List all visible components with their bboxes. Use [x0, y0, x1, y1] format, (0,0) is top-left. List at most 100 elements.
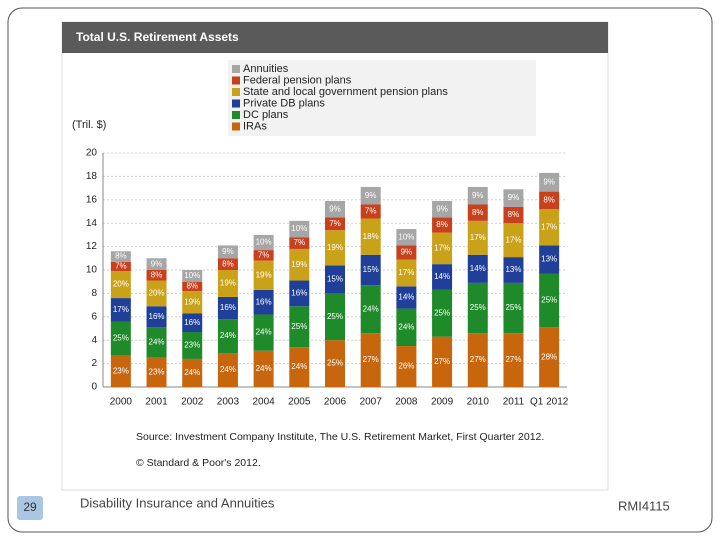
bar-segment: [182, 332, 203, 359]
bar-segment: [325, 217, 345, 231]
bar-segment: [289, 248, 310, 281]
share-label: 9%: [222, 247, 234, 256]
bar-segment: [289, 237, 310, 249]
bar-segment: [396, 346, 417, 387]
bar-segment: [432, 336, 453, 387]
bar-segment: [432, 264, 453, 290]
y-tick-label: 4: [91, 335, 97, 346]
bar-segment: [325, 293, 345, 341]
legend-swatch: [232, 76, 240, 85]
share-label: 10%: [291, 224, 307, 233]
bar-segment: [539, 209, 560, 246]
page-number-box: [17, 496, 43, 520]
bar-segment: [396, 245, 417, 260]
bar-segment: [503, 189, 524, 207]
share-label: 24%: [256, 328, 272, 337]
bar-segment: [325, 230, 345, 266]
bar-segment: [289, 280, 310, 307]
bar-segment: [396, 259, 417, 287]
x-tick-label: 2003: [217, 397, 240, 408]
share-label: 20%: [113, 280, 129, 289]
share-label: 27%: [505, 355, 521, 364]
bar-segment: [182, 313, 203, 333]
bar-segment: [253, 314, 274, 351]
share-label: 19%: [256, 270, 272, 279]
bar-segment: [467, 333, 488, 387]
bar-segment: [467, 282, 488, 334]
share-label: 24%: [291, 362, 307, 371]
share-label: 9%: [151, 259, 163, 268]
legend-swatch: [232, 99, 240, 108]
x-tick-label: 2011: [503, 397, 525, 408]
share-label: 13%: [505, 265, 521, 274]
share-label: 8%: [543, 195, 555, 204]
share-label: 17%: [398, 268, 414, 277]
share-label: 13%: [541, 255, 557, 264]
bar-segment: [110, 321, 131, 356]
share-label: 25%: [541, 296, 557, 305]
y-tick-label: 14: [86, 218, 98, 229]
share-label: 23%: [184, 341, 200, 350]
share-label: 10%: [184, 271, 200, 280]
bar-segment: [432, 200, 453, 218]
x-tick-label: 2002: [181, 397, 204, 408]
bar-segment: [217, 353, 238, 387]
share-label: 9%: [508, 193, 520, 202]
bar-segment: [110, 355, 131, 387]
share-label: 25%: [505, 303, 521, 312]
share-label: 7%: [258, 250, 270, 259]
x-tick-label: 2005: [288, 397, 311, 408]
bar-segment: [253, 289, 274, 315]
bar-segment: [503, 257, 524, 283]
bar-segment: [360, 204, 381, 219]
share-label: 25%: [327, 359, 343, 368]
share-label: 17%: [434, 243, 450, 252]
bar-segment: [253, 234, 274, 251]
share-label: 17%: [113, 305, 129, 314]
bar-segment: [360, 254, 381, 286]
bar-segment: [432, 232, 453, 265]
x-tick-label: 2008: [395, 397, 418, 408]
bar-segment: [110, 251, 131, 262]
bar-segment: [467, 254, 488, 283]
share-label: 16%: [184, 318, 200, 327]
bar-segment: [503, 282, 524, 334]
bar-segment: [467, 220, 488, 255]
bar-segment: [360, 218, 381, 255]
bar-segment: [146, 327, 167, 358]
bar-segment: [325, 340, 345, 387]
legend-swatch: [232, 65, 240, 73]
share-label: 25%: [434, 308, 450, 317]
legend-label: Annuities: [243, 63, 289, 75]
x-tick-label: 2001: [145, 397, 168, 408]
chart-title: Total U.S. Retirement Assets: [76, 30, 239, 44]
share-label: 16%: [256, 297, 272, 306]
bar-segment: [110, 271, 131, 299]
bar-segment: [146, 306, 167, 328]
share-label: 19%: [220, 279, 236, 288]
legend-box: [228, 60, 536, 136]
share-label: 17%: [470, 233, 486, 242]
bar-segment: [289, 347, 310, 387]
share-label: 17%: [541, 222, 557, 231]
y-tick-label: 0: [91, 382, 97, 393]
bar-segment: [253, 250, 274, 261]
bar-segment: [396, 308, 417, 347]
share-label: 7%: [329, 219, 341, 228]
bar-segment: [217, 270, 238, 297]
legend-swatch: [232, 111, 240, 119]
share-label: 25%: [113, 334, 129, 343]
share-label: 9%: [543, 177, 555, 186]
x-tick-label: 2009: [431, 397, 454, 408]
bar-segment: [146, 357, 167, 387]
x-tick-label: 2004: [252, 397, 275, 408]
share-label: 25%: [291, 322, 307, 331]
bar-segment: [325, 265, 345, 294]
bar-segment: [467, 186, 488, 205]
bar-segment: [289, 306, 310, 348]
bar-segment: [217, 319, 238, 354]
share-label: 26%: [398, 362, 414, 371]
share-label: 7%: [294, 238, 306, 247]
share-label: 20%: [149, 289, 165, 298]
